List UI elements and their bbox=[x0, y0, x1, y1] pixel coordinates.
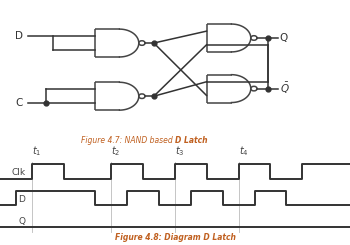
Text: D: D bbox=[15, 31, 23, 41]
Text: Figure 4.8: Diagram D Latch: Figure 4.8: Diagram D Latch bbox=[114, 233, 236, 242]
Text: D Latch: D Latch bbox=[175, 136, 208, 145]
Text: $t_{4}$: $t_{4}$ bbox=[239, 144, 248, 158]
Text: Figure 4.7: NAND based: Figure 4.7: NAND based bbox=[81, 136, 175, 145]
Text: Q: Q bbox=[280, 33, 288, 43]
Text: $t_{3}$: $t_{3}$ bbox=[175, 144, 184, 158]
Text: $\bar{Q}$: $\bar{Q}$ bbox=[280, 81, 289, 96]
Text: $t_{2}$: $t_{2}$ bbox=[111, 144, 121, 158]
Text: D: D bbox=[19, 195, 26, 204]
Text: Clk: Clk bbox=[11, 168, 26, 177]
Text: Q: Q bbox=[19, 217, 26, 226]
Text: C: C bbox=[15, 98, 23, 108]
Text: $t_{1}$: $t_{1}$ bbox=[32, 144, 41, 158]
